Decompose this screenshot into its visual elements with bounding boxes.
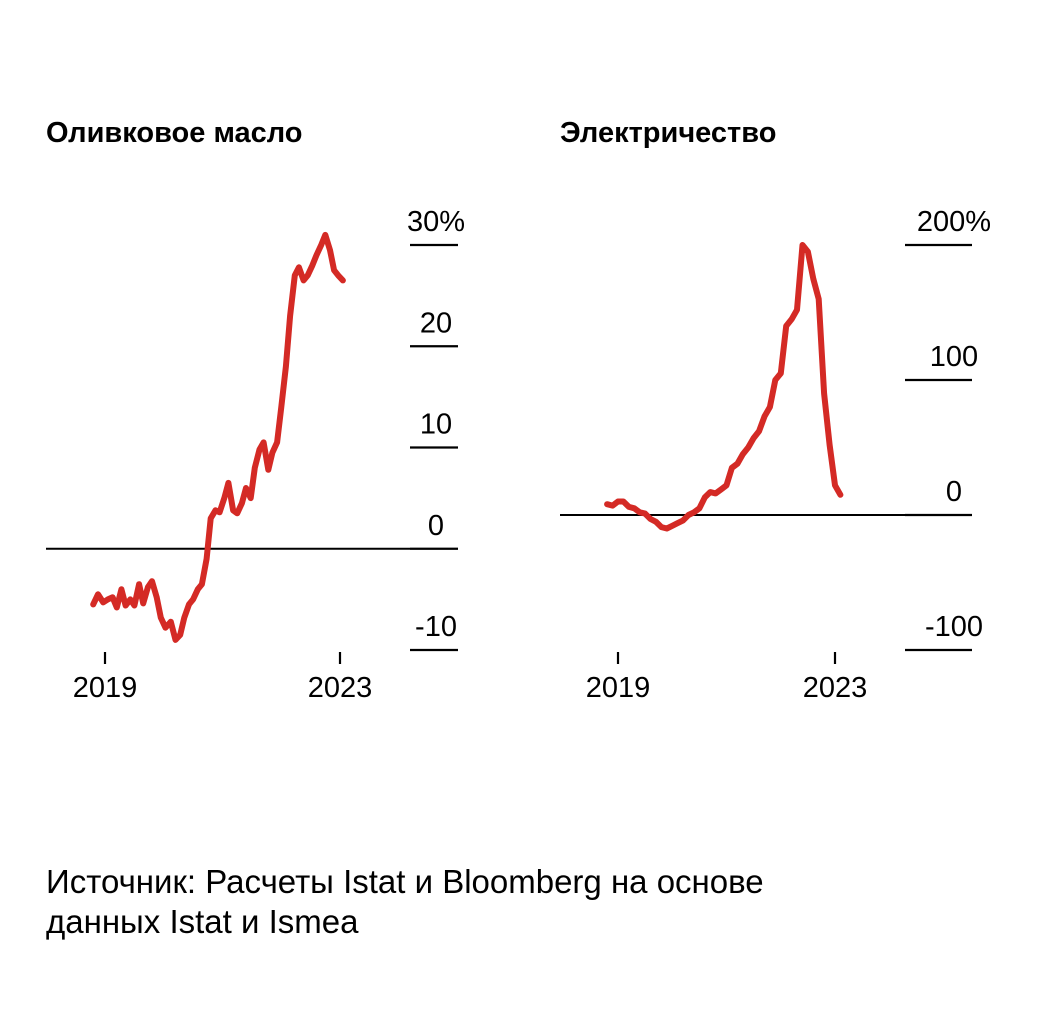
olive-oil-series-line xyxy=(90,231,346,643)
olive-oil-y-tick-label: 10 xyxy=(420,409,452,441)
olive-oil-x-tick-label: 2023 xyxy=(308,672,373,704)
electricity-x-tick-label: 2019 xyxy=(586,672,651,704)
olive-oil-title: Оливковое масло xyxy=(46,117,303,149)
electricity-chart: Электричество 200% 100 0 -100 2019 2023 xyxy=(560,117,991,704)
olive-oil-x-tick-label: 2019 xyxy=(73,672,138,704)
electricity-y-tick-label: 200% xyxy=(917,206,991,238)
electricity-y-tick-label: -100 xyxy=(925,611,983,643)
olive-oil-y-tick-label: -10 xyxy=(415,611,457,643)
electricity-title: Электричество xyxy=(560,117,776,149)
electricity-y-tick-label: 100 xyxy=(930,341,978,373)
electricity-x-tick-label: 2023 xyxy=(803,672,868,704)
source-line-2: данных Istat и Ismea xyxy=(46,903,359,940)
olive-oil-chart: Оливковое масло 30% 20 10 0 -10 2019 2023 xyxy=(46,117,465,704)
olive-oil-y-tick-label: 30% xyxy=(407,206,465,238)
source-note: Источник: Расчеты Istat и Bloomberg на о… xyxy=(46,862,1006,942)
electricity-series-line xyxy=(604,242,844,532)
olive-oil-y-tick-label: 20 xyxy=(420,307,452,339)
olive-oil-y-tick-label: 0 xyxy=(428,510,444,542)
source-line-1: Источник: Расчеты Istat и Bloomberg на о… xyxy=(46,863,764,900)
electricity-y-tick-label: 0 xyxy=(946,476,962,508)
